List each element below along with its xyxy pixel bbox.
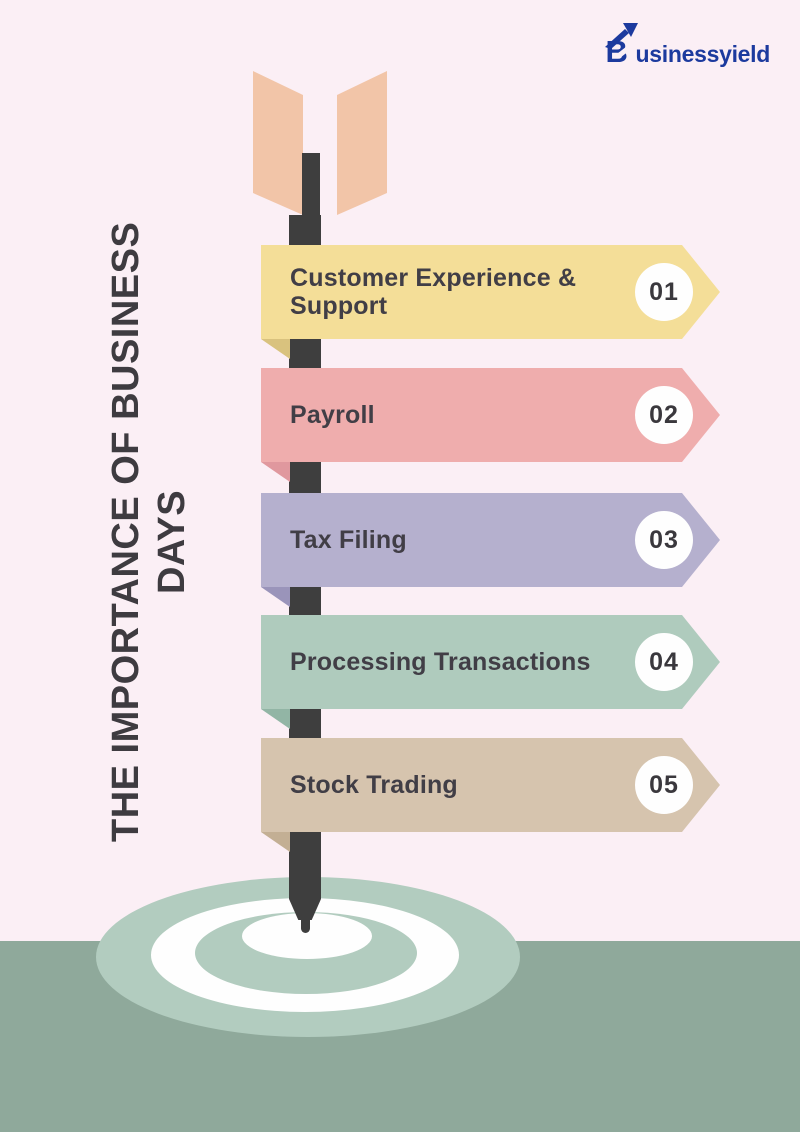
banner-label-1: Customer Experience & Support (290, 264, 577, 320)
page-title-line2: DAYS (150, 489, 193, 595)
arrow-shaft-upper (302, 153, 320, 216)
number-badge-5: 05 (635, 756, 693, 814)
banner-label-3: Tax Filing (290, 526, 407, 554)
arrow-fletching-icon (253, 71, 387, 215)
banner-item-3: Tax Filing 03 (261, 493, 720, 587)
banner-fold-5 (261, 832, 290, 852)
logo-text: usinessyield (635, 41, 771, 67)
banner-label-5: Stock Trading (290, 771, 458, 799)
banner-fold-4 (261, 709, 290, 729)
banner-label-2: Payroll (290, 401, 375, 429)
arrow-tip-point (301, 918, 310, 933)
number-badge-1: 01 (635, 263, 693, 321)
banner-fold-3 (261, 587, 290, 607)
banner-item-5: Stock Trading 05 (261, 738, 720, 832)
number-badge-3: 03 (635, 511, 693, 569)
banner-label-4: Processing Transactions (290, 648, 591, 676)
banner-fold-2 (261, 462, 290, 482)
banner-fold-1 (261, 339, 290, 359)
banner-item-1: Customer Experience & Support 01 (261, 245, 720, 339)
arrow-up-right-icon (604, 23, 638, 49)
banner-item-4: Processing Transactions 04 (261, 615, 720, 709)
number-badge-2: 02 (635, 386, 693, 444)
logo-letter-b: B (604, 23, 639, 69)
arrow-tip-taper (289, 899, 321, 920)
banner-item-2: Payroll 02 (261, 368, 720, 462)
number-badge-4: 04 (635, 633, 693, 691)
brand-logo: B usinessyield (604, 23, 771, 74)
page-title-line1: THE IMPORTANCE OF BUSINESS (105, 221, 147, 842)
ground-band (0, 941, 800, 1132)
page-title: THE IMPORTANCE OF BUSINESS DAYS (104, 221, 200, 842)
